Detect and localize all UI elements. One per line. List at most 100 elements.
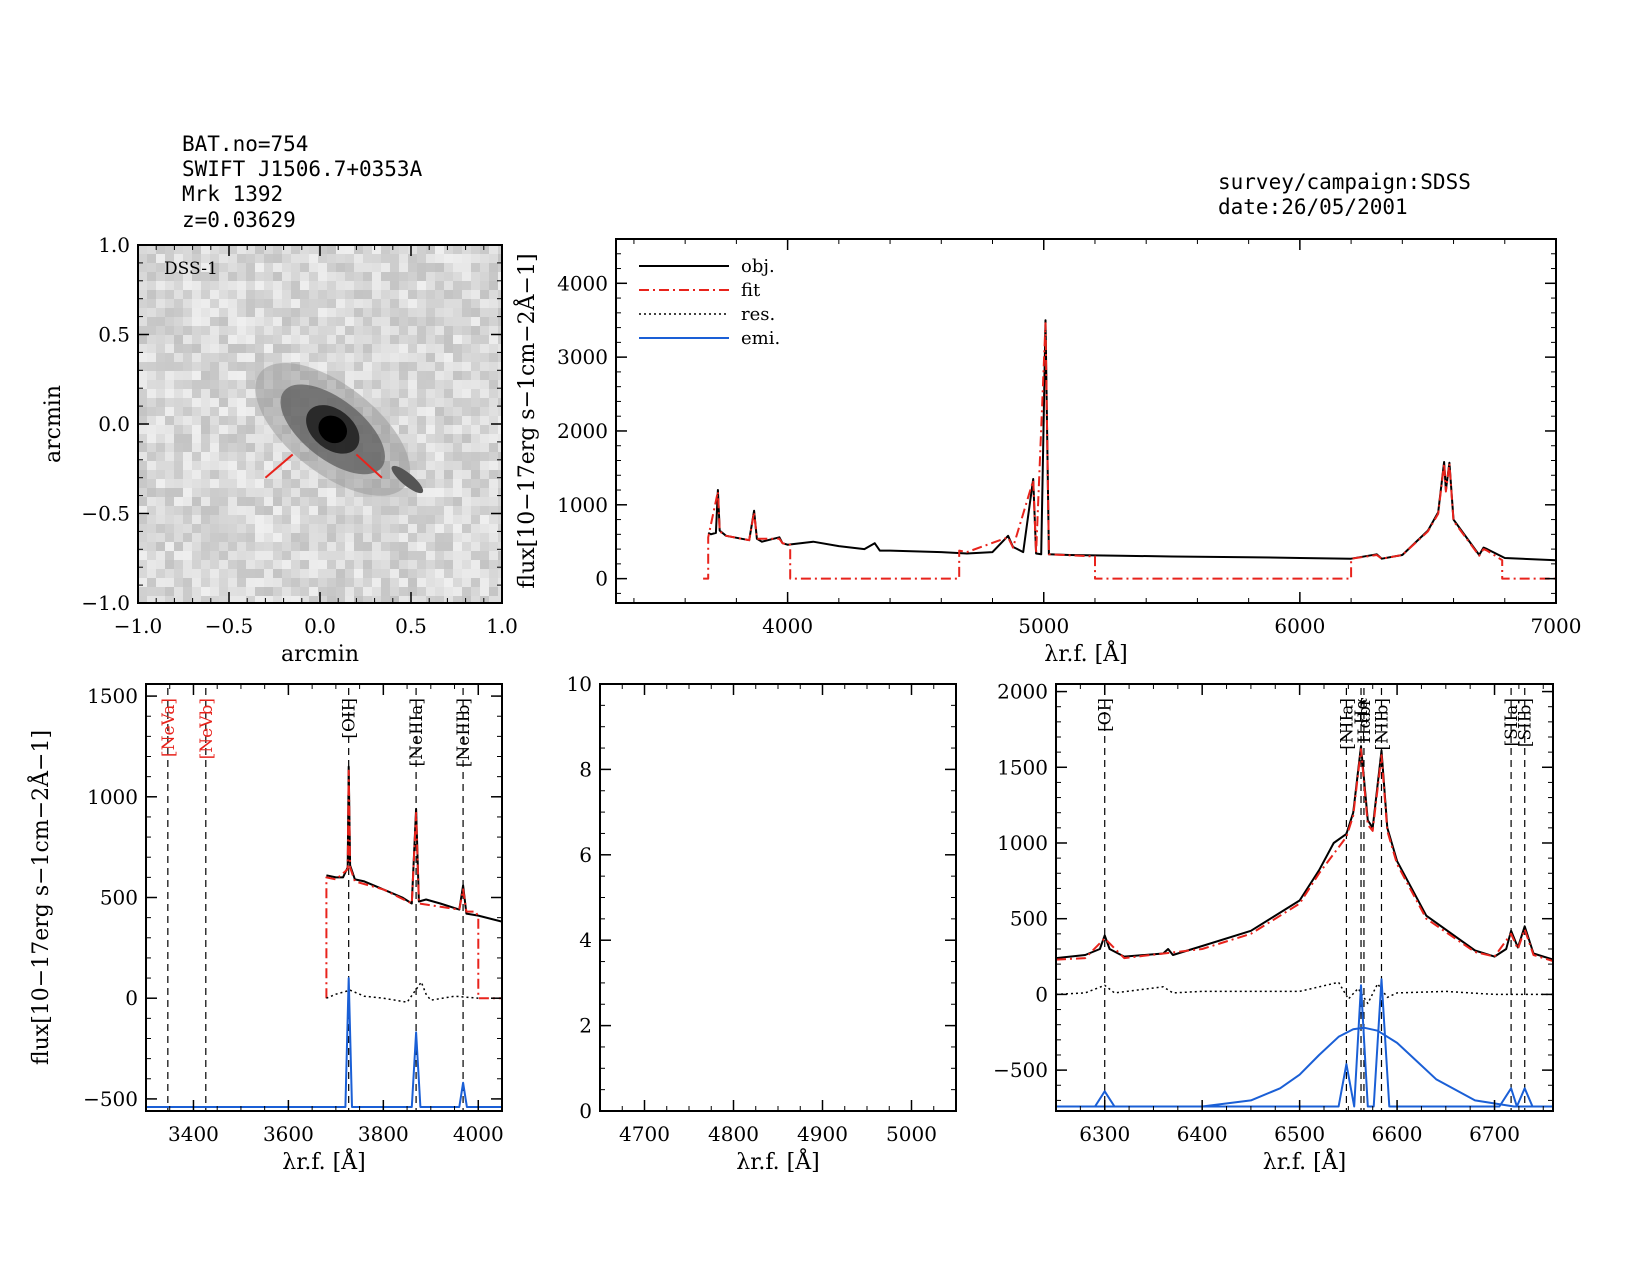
sky-pixel bbox=[282, 272, 291, 281]
sky-pixel bbox=[165, 587, 174, 596]
sky-pixel bbox=[390, 272, 399, 281]
sky-pixel bbox=[237, 470, 246, 479]
sky-pixel bbox=[192, 587, 201, 596]
sky-pixel bbox=[246, 515, 255, 524]
sky-pixel bbox=[156, 407, 165, 416]
sky-pixel bbox=[183, 335, 192, 344]
sky-pixel bbox=[147, 434, 156, 443]
sky-pixel bbox=[300, 245, 309, 254]
sky-pixel bbox=[345, 533, 354, 542]
sky-pixel bbox=[345, 317, 354, 326]
sky-pixel bbox=[165, 542, 174, 551]
sky-pixel bbox=[417, 362, 426, 371]
sky-pixel bbox=[345, 263, 354, 272]
sky-pixel bbox=[201, 587, 210, 596]
sky-pixel bbox=[255, 344, 264, 353]
sky-pixel bbox=[462, 560, 471, 569]
legend-label-fit: fit bbox=[741, 280, 761, 301]
x-tick-label: 6300 bbox=[1079, 1122, 1130, 1146]
sky-pixel bbox=[174, 281, 183, 290]
sky-pixel bbox=[255, 416, 264, 425]
sky-pixel bbox=[291, 533, 300, 542]
sky-pixel bbox=[354, 335, 363, 344]
y-tick-label: −1.0 bbox=[81, 591, 130, 615]
sky-pixel bbox=[354, 578, 363, 587]
sky-pixel bbox=[273, 326, 282, 335]
sky-pixel bbox=[210, 452, 219, 461]
sky-pixel bbox=[165, 461, 174, 470]
sky-pixel bbox=[381, 245, 390, 254]
sky-pixel bbox=[156, 371, 165, 380]
sky-pixel bbox=[255, 488, 264, 497]
y-tick-label: −500 bbox=[993, 1058, 1048, 1082]
sky-pixel bbox=[165, 443, 174, 452]
sky-pixel bbox=[201, 263, 210, 272]
sky-pixel bbox=[219, 398, 228, 407]
sky-pixel bbox=[471, 506, 480, 515]
x-tick-label: 4800 bbox=[708, 1122, 759, 1146]
sky-pixel bbox=[318, 488, 327, 497]
marker-right bbox=[355, 453, 383, 479]
sky-pixel bbox=[390, 254, 399, 263]
x-tick-label: 3400 bbox=[168, 1122, 219, 1146]
sky-pixel bbox=[210, 308, 219, 317]
sky-pixel bbox=[228, 245, 237, 254]
sky-pixel bbox=[282, 524, 291, 533]
sky-pixel bbox=[399, 290, 408, 299]
sky-pixel bbox=[246, 371, 255, 380]
sky-pixel bbox=[192, 353, 201, 362]
sky-pixel bbox=[291, 335, 300, 344]
sky-pixel bbox=[147, 506, 156, 515]
sky-pixel bbox=[147, 551, 156, 560]
sky-pixel bbox=[228, 569, 237, 578]
sky-pixel bbox=[219, 245, 228, 254]
series-fit-line bbox=[1056, 748, 1553, 963]
sky-pixel bbox=[453, 308, 462, 317]
sky-pixel bbox=[174, 272, 183, 281]
sky-pixel bbox=[246, 578, 255, 587]
sky-pixel bbox=[165, 578, 174, 587]
sky-pixel bbox=[300, 524, 309, 533]
sky-pixel bbox=[435, 389, 444, 398]
sky-pixel bbox=[462, 452, 471, 461]
sky-pixel bbox=[138, 317, 147, 326]
sky-pixel bbox=[183, 263, 192, 272]
sky-pixel bbox=[435, 551, 444, 560]
sky-pixel bbox=[435, 533, 444, 542]
sky-pixel bbox=[363, 362, 372, 371]
sky-pixel bbox=[228, 506, 237, 515]
sky-pixel bbox=[174, 506, 183, 515]
sky-pixel bbox=[363, 290, 372, 299]
sky-pixel bbox=[246, 308, 255, 317]
sky-pixel bbox=[318, 524, 327, 533]
sky-pixel bbox=[264, 569, 273, 578]
sky-pixel bbox=[399, 425, 408, 434]
sky-pixel bbox=[444, 317, 453, 326]
sky-pixel bbox=[201, 335, 210, 344]
sky-pixel bbox=[255, 290, 264, 299]
sky-pixel bbox=[174, 560, 183, 569]
sky-pixel bbox=[399, 317, 408, 326]
sky-pixel bbox=[264, 578, 273, 587]
sky-pixel bbox=[381, 299, 390, 308]
sky-pixel bbox=[156, 569, 165, 578]
sky-pixel bbox=[291, 569, 300, 578]
sky-pixel bbox=[300, 290, 309, 299]
sky-pixel bbox=[138, 371, 147, 380]
sky-pixel bbox=[219, 452, 228, 461]
sky-pixel bbox=[210, 290, 219, 299]
sky-pixel bbox=[183, 326, 192, 335]
sky-pixel bbox=[174, 353, 183, 362]
sky-pixel bbox=[210, 425, 219, 434]
sky-pixel bbox=[480, 569, 489, 578]
sky-pixel bbox=[435, 569, 444, 578]
sky-pixel bbox=[246, 272, 255, 281]
sky-pixel bbox=[192, 326, 201, 335]
sky-pixel bbox=[300, 254, 309, 263]
sky-pixel bbox=[381, 389, 390, 398]
sky-pixel bbox=[201, 470, 210, 479]
sky-pixel bbox=[156, 290, 165, 299]
sky-pixel bbox=[246, 506, 255, 515]
sky-pixel bbox=[390, 506, 399, 515]
